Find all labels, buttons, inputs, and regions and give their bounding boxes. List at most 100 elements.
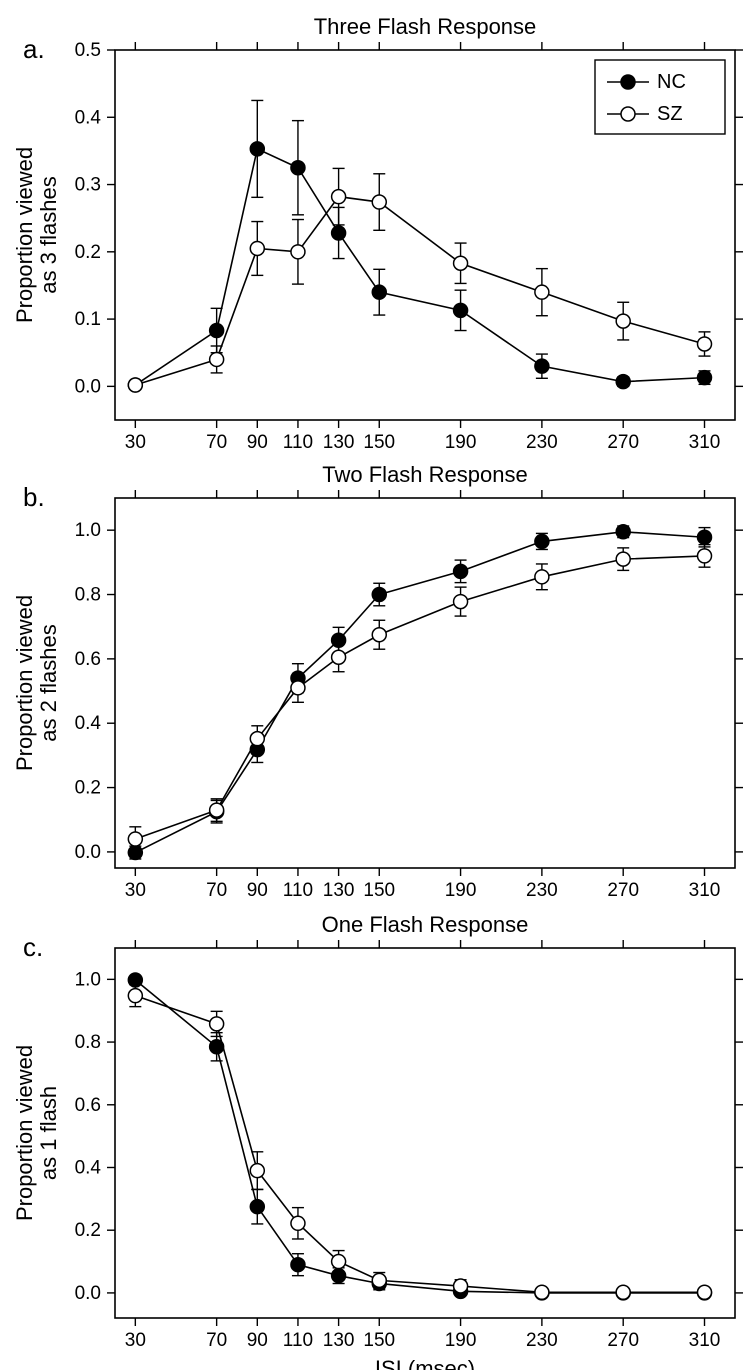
xtick-label: 190 — [445, 432, 477, 453]
ytick-label: 0.5 — [75, 40, 101, 61]
marker-NC — [535, 534, 549, 548]
panel-label: a. — [23, 34, 45, 64]
ytick-label: 0.2 — [75, 242, 101, 263]
marker-NC — [535, 359, 549, 373]
marker-SZ — [210, 352, 224, 366]
plot-frame — [115, 948, 735, 1318]
marker-SZ — [250, 732, 264, 746]
figure-container: Three Flash Response a. 0.0 0.1 0.2 0.3 0.4 0.5… — [0, 0, 750, 1370]
marker-SZ — [372, 1273, 386, 1287]
marker-NC — [698, 530, 712, 544]
xtick-label: 110 — [283, 432, 313, 453]
ytick-label: 0.8 — [75, 1032, 101, 1053]
panel-b: Two Flash Responseb.0.00.20.40.60.81.030… — [12, 462, 743, 901]
marker-SZ — [332, 1255, 346, 1269]
xtick-label: 190 — [445, 880, 477, 901]
ytick-label: 0.3 — [75, 175, 101, 196]
ylabel: Proportion viewedas 2 flashes — [12, 595, 61, 771]
panel-c: One Flash Responsec.0.00.20.40.60.81.030… — [12, 912, 743, 1370]
xtick-label: 90 — [247, 1330, 268, 1351]
xtick-label: 230 — [526, 1330, 558, 1351]
marker-NC — [616, 525, 630, 539]
panel-title: Three Flash Response — [314, 14, 537, 39]
marker-SZ — [454, 1279, 468, 1293]
xtick-label: 270 — [607, 1330, 639, 1351]
marker-SZ — [535, 570, 549, 584]
marker-NC — [372, 285, 386, 299]
ytick-label: 0.4 — [75, 713, 102, 734]
xtick-label: 70 — [206, 1330, 227, 1351]
marker-NC — [616, 375, 630, 389]
xtick-label: 90 — [247, 432, 268, 453]
marker-SZ — [698, 337, 712, 351]
marker-NC — [698, 371, 712, 385]
marker-SZ — [250, 1164, 264, 1178]
legend-marker — [621, 75, 635, 89]
marker-NC — [210, 324, 224, 338]
marker-SZ — [535, 1285, 549, 1299]
panel-title: One Flash Response — [322, 912, 529, 937]
xtick-label: 270 — [607, 432, 639, 453]
series-line-SZ — [135, 556, 704, 839]
xtick-label: 230 — [526, 880, 558, 901]
marker-SZ — [372, 628, 386, 642]
marker-NC — [454, 564, 468, 578]
ytick-label: 0.6 — [75, 1095, 101, 1116]
xtick-label: 310 — [689, 1330, 721, 1351]
ytick-label: 0.8 — [75, 585, 101, 606]
legend-label: SZ — [657, 103, 683, 125]
ytick-label: 0.4 — [75, 107, 102, 128]
marker-NC — [210, 1040, 224, 1054]
series-line-SZ — [135, 996, 704, 1293]
marker-SZ — [454, 595, 468, 609]
panel-a: Three Flash Response a. 0.0 0.1 0.2 0.3 0.4 0.5… — [12, 14, 743, 453]
marker-SZ — [372, 195, 386, 209]
marker-SZ — [291, 1216, 305, 1230]
ytick-label: 1.0 — [75, 520, 101, 541]
marker-SZ — [210, 803, 224, 817]
xtick-label: 310 — [689, 880, 721, 901]
marker-NC — [332, 226, 346, 240]
xtick-label: 190 — [445, 1330, 477, 1351]
marker-SZ — [128, 378, 142, 392]
marker-NC — [332, 1269, 346, 1283]
marker-SZ — [454, 256, 468, 270]
marker-SZ — [616, 1285, 630, 1299]
xlabel: ISI (msec) — [375, 1356, 475, 1370]
xtick-label: 310 — [689, 432, 721, 453]
marker-NC — [128, 973, 142, 987]
xtick-label: 70 — [206, 880, 227, 901]
ytick-label: 0.1 — [75, 309, 101, 330]
marker-NC — [291, 1258, 305, 1272]
ytick-label: 0.2 — [75, 778, 101, 799]
marker-SZ — [698, 1285, 712, 1299]
marker-SZ — [698, 549, 712, 563]
marker-NC — [250, 142, 264, 156]
legend-label: NC — [657, 71, 686, 93]
xtick-label: 70 — [206, 432, 227, 453]
marker-SZ — [332, 650, 346, 664]
legend: NC SZ — [595, 60, 725, 134]
ytick-label: 0.2 — [75, 1220, 101, 1241]
ytick-label: 0.4 — [75, 1157, 102, 1178]
xtick-label: 90 — [247, 880, 268, 901]
panel-label: c. — [23, 932, 43, 962]
ytick-label: 0.0 — [75, 842, 101, 863]
marker-NC — [454, 303, 468, 317]
xtick-label: 130 — [323, 880, 355, 901]
xtick-label: 230 — [526, 432, 558, 453]
marker-SZ — [332, 190, 346, 204]
legend-marker — [621, 107, 635, 121]
marker-SZ — [616, 314, 630, 328]
xtick-label: 150 — [363, 432, 395, 453]
xtick-label: 130 — [323, 432, 355, 453]
panel-title: Two Flash Response — [322, 462, 527, 487]
marker-SZ — [210, 1017, 224, 1031]
marker-SZ — [616, 552, 630, 566]
panel-label: b. — [23, 482, 45, 512]
marker-SZ — [128, 989, 142, 1003]
xtick-label: 270 — [607, 880, 639, 901]
ytick-label: 0.0 — [75, 376, 101, 397]
xtick-label: 110 — [283, 880, 313, 901]
ytick-label: 0.6 — [75, 649, 101, 670]
